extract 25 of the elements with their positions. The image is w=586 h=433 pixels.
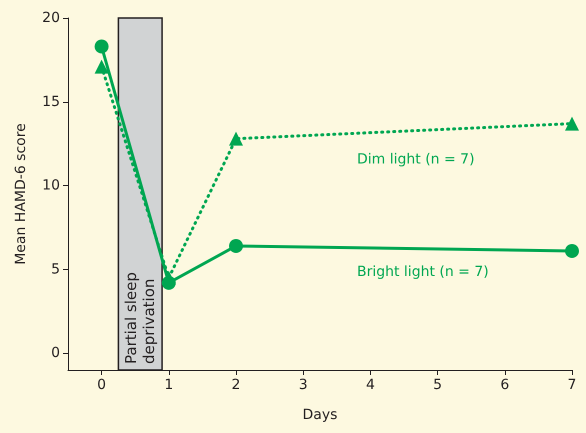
- x-tick-label: 6: [500, 377, 510, 393]
- y-tick-label: 15: [42, 94, 60, 110]
- y-tick-label: 5: [51, 261, 60, 278]
- x-axis-title: Days: [302, 407, 338, 423]
- x-tick-label: 0: [97, 377, 106, 393]
- y-tick-label: 10: [42, 178, 60, 194]
- x-tick-label: 1: [164, 377, 174, 393]
- x-tick-label: 5: [433, 377, 442, 393]
- point: [565, 244, 579, 258]
- point: [229, 132, 243, 146]
- series-label: Dim light (n = 7): [356, 151, 475, 168]
- x-tick-label: 7: [568, 377, 576, 393]
- y-tick-label: 20: [42, 10, 60, 26]
- y-tick-label: 0: [51, 345, 60, 362]
- point: [94, 60, 109, 74]
- y-axis-title: Mean HAMD-6 score: [13, 123, 29, 265]
- x-tick-label: 4: [366, 377, 375, 393]
- series-label: Bright light (n = 7): [356, 264, 489, 280]
- x-tick-label: 3: [298, 377, 308, 393]
- band-label: Partial sleep deprivation: [122, 272, 158, 364]
- point: [229, 238, 243, 253]
- point: [94, 40, 109, 54]
- x-tick-label: 2: [232, 377, 240, 393]
- point: [162, 276, 176, 290]
- point: [565, 116, 579, 131]
